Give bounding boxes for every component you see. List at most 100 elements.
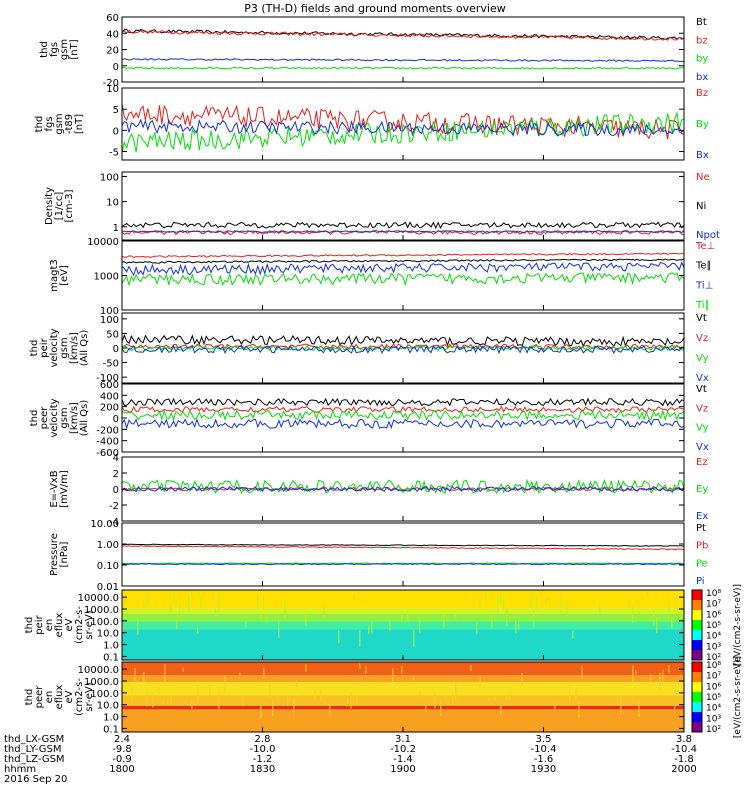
x-axis-value: -10.2 xyxy=(390,744,416,755)
y-tick-label: 0 xyxy=(113,414,119,425)
spectrogram-streak xyxy=(257,594,259,610)
x-axis-value: -0.9 xyxy=(112,754,132,765)
legend-By: By xyxy=(696,119,709,130)
spectrogram-streak xyxy=(197,686,199,704)
legend-Ne: Ne xyxy=(696,172,710,183)
y-tick-label: 10000.0 xyxy=(78,593,119,604)
spectrogram-streak xyxy=(533,610,535,628)
spectrogram-streak xyxy=(554,702,556,710)
spectrogram-streak xyxy=(620,696,622,715)
y-axis-label: gsm xyxy=(59,337,70,358)
legend-bz: bz xyxy=(696,35,708,46)
spectrogram-streak xyxy=(503,597,505,609)
y-axis-label: peer xyxy=(34,685,45,709)
y-tick-label: 10 xyxy=(106,198,119,209)
panel-frame xyxy=(121,522,685,587)
series-Ex xyxy=(121,485,685,493)
chart-title: P3 (TH-D) fields and ground moments over… xyxy=(244,2,506,15)
spectrogram-streak xyxy=(365,666,367,674)
y-axis-label: (All Qs) xyxy=(79,400,90,437)
y-axis-label: E=-VxB xyxy=(49,470,60,507)
panel-7: 4 2 0 -2 -4 E=-VxB [mV/m] Ez Ey Ex xyxy=(49,453,708,528)
panel-1: 60 40 20 0 -20 thd fgs gsm [nT] Bt bz by bx xyxy=(39,13,708,89)
spectrogram-streak xyxy=(599,604,601,614)
spectrogram-streak xyxy=(320,689,322,702)
y-tick-label: 0 xyxy=(113,62,119,73)
legend-Ey: Ey xyxy=(696,484,708,495)
y-axis-label: gsm xyxy=(54,113,65,134)
panel-frame xyxy=(121,16,685,83)
x-axis-value: 1800 xyxy=(109,764,134,775)
y-axis-label: peir xyxy=(34,614,45,634)
y-axis-label: magt3 xyxy=(49,259,60,292)
spectrogram-streak xyxy=(131,686,133,703)
spectrogram-band xyxy=(122,705,684,710)
spectrogram-streak xyxy=(656,616,658,634)
x-axis-value: 3.8 xyxy=(676,734,692,745)
spectrogram-streak xyxy=(452,692,454,705)
spectrogram-streak xyxy=(146,594,148,607)
colorbar-segment xyxy=(692,712,702,723)
spectrogram-band xyxy=(122,662,684,676)
x-axis-value: 3.5 xyxy=(536,734,552,745)
spectrogram-band xyxy=(122,621,684,630)
legend-Te∥: Te∥ xyxy=(695,261,712,272)
series-Pb xyxy=(121,545,685,551)
spectrogram-streak xyxy=(152,692,154,708)
y-axis-label: fgs xyxy=(49,42,60,57)
legend-Pe: Pe xyxy=(696,558,708,569)
spectrogram-streak xyxy=(305,664,307,672)
series-bx xyxy=(121,58,685,63)
spectrogram-streak xyxy=(419,690,421,698)
x-axis-value: 1830 xyxy=(250,764,275,775)
x-axis-row-label: thd_LX-GSM xyxy=(4,734,64,745)
series-Pi xyxy=(121,563,685,566)
spectrogram-streak xyxy=(143,601,145,609)
spectrogram-streak xyxy=(191,591,193,598)
spectrogram-streak xyxy=(176,619,178,629)
spectrogram-band xyxy=(122,613,684,622)
spectrogram-streak xyxy=(287,695,289,707)
y-axis-label: en xyxy=(44,691,55,704)
y-tick-label: 0.1 xyxy=(103,652,119,663)
spectrogram-streak xyxy=(197,627,199,635)
legend-Vx: Vx xyxy=(696,373,709,384)
panel-4: 10000 1000 100 magt3 [eV] Te⊥ Te∥ Ti⊥ Ti∥ xyxy=(49,237,715,317)
y-tick-label: -400 xyxy=(96,437,119,448)
y-axis-label: [km/s] xyxy=(69,332,80,364)
spectrogram-streak xyxy=(143,672,145,682)
colorbar-label: [eV/(cm2-s-sr-eV)] xyxy=(733,656,743,738)
y-axis-label: [1/cc] xyxy=(54,192,65,221)
spectrogram-streak xyxy=(242,695,244,707)
legend-Te⊥: Te⊥ xyxy=(695,241,715,252)
x-axis-value: -1.6 xyxy=(534,754,554,765)
spectrogram-streak xyxy=(671,617,673,629)
spectrogram-streak xyxy=(491,615,493,629)
x-axis-row-label: hhmm xyxy=(4,764,36,775)
spectrogram-streak xyxy=(560,596,562,609)
spectrogram-streak xyxy=(632,665,634,684)
y-tick-label: 10.00 xyxy=(90,519,119,530)
colorbar-tick-label: 10⁷ xyxy=(706,672,721,682)
y-tick-label: 10000.0 xyxy=(78,665,119,676)
spectrogram-streak xyxy=(125,598,127,603)
spectrogram-streak xyxy=(500,703,502,715)
y-axis-label: (All Qs) xyxy=(79,330,90,367)
spectrogram-streak xyxy=(200,597,202,608)
series-Pt xyxy=(121,543,685,547)
y-axis-label: peir xyxy=(39,337,50,357)
legend-Bt: Bt xyxy=(696,17,707,28)
y-axis-label: thd xyxy=(29,410,40,427)
y-axis-label: eflux xyxy=(54,685,65,710)
y-tick-label: 20 xyxy=(106,46,119,57)
colorbar-tick-label: 10⁶ xyxy=(706,610,721,620)
legend-bx: bx xyxy=(696,72,708,83)
colorbar-segment xyxy=(692,630,702,641)
y-axis-label: velocity xyxy=(49,398,60,437)
y-tick-label: 600 xyxy=(100,380,119,391)
legend-Pi: Pi xyxy=(696,576,705,587)
series-Vy xyxy=(121,344,685,352)
spectrogram-streak xyxy=(260,613,262,619)
